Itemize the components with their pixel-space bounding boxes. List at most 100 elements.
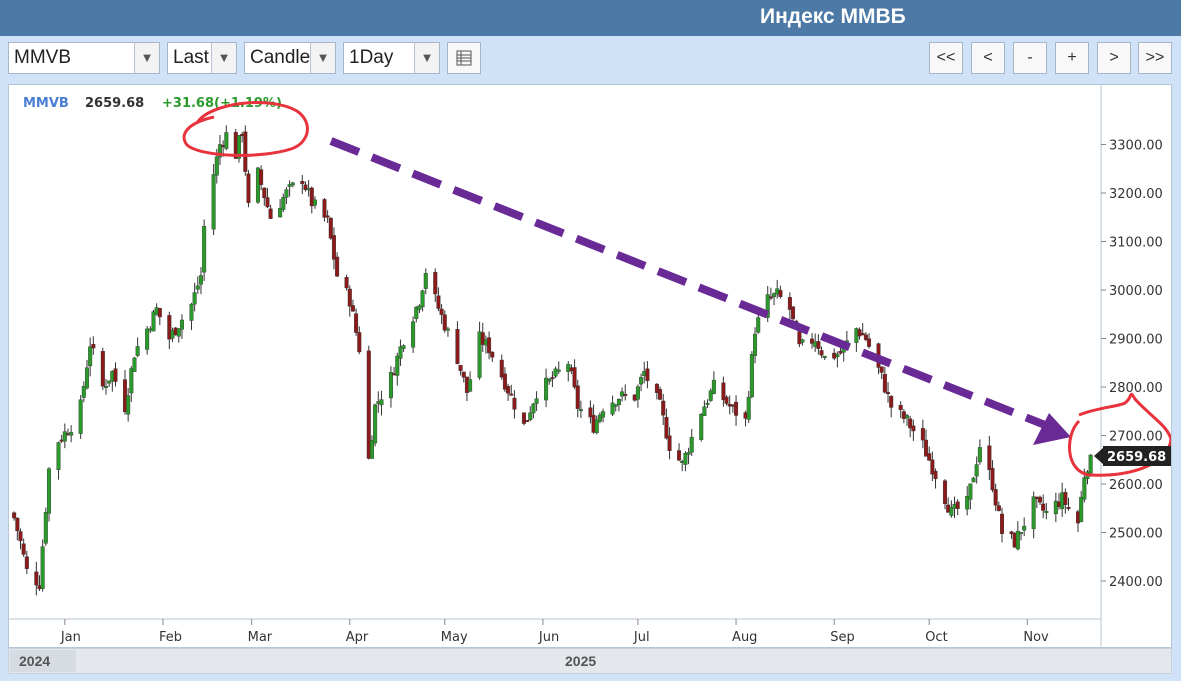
candle-body xyxy=(943,480,948,505)
candle-body xyxy=(468,379,473,392)
candle-body xyxy=(312,199,317,206)
candle-body xyxy=(699,414,704,440)
symbol-select[interactable]: MMVB ▼ xyxy=(8,42,160,74)
candle-body xyxy=(502,373,507,390)
x-tick-label: Jun xyxy=(538,630,559,645)
candle-body xyxy=(996,505,1001,511)
candle-body xyxy=(705,402,710,405)
candle-body xyxy=(145,328,150,350)
candle-body xyxy=(43,512,48,544)
candlestick-chart[interactable]: 2400.00 2500.00 2600.00 2700.00 2800.00 2900.… xyxy=(9,85,1173,647)
candle-body xyxy=(506,386,511,394)
candle-body xyxy=(575,385,580,409)
candle-body xyxy=(81,386,86,398)
candle-body xyxy=(214,156,219,176)
candle-body xyxy=(439,308,444,315)
chevron-down-icon: ▼ xyxy=(414,43,439,73)
candle-body xyxy=(354,313,359,333)
candle-body xyxy=(971,477,976,483)
scroll-back-button[interactable]: < xyxy=(971,42,1005,74)
candle-body xyxy=(366,350,371,459)
scroll-forward-button[interactable]: > xyxy=(1097,42,1131,74)
candle-body xyxy=(455,328,460,364)
candle-body xyxy=(268,208,273,219)
zoom-in-button[interactable]: + xyxy=(1055,42,1089,74)
chevron-down-icon: ▼ xyxy=(134,43,159,73)
candle-body xyxy=(442,314,447,331)
date-bar: 2024 2025 xyxy=(8,648,1172,674)
candle-body xyxy=(369,440,374,459)
candle-body xyxy=(287,184,292,187)
candle-body xyxy=(597,414,602,422)
candle-body xyxy=(860,333,865,336)
scroll-first-button[interactable]: << xyxy=(929,42,963,74)
candle-body xyxy=(1079,496,1084,522)
candle-body xyxy=(255,167,260,203)
candle-body xyxy=(654,383,659,393)
candle-body xyxy=(281,197,286,210)
candle-body xyxy=(889,395,894,408)
candle-body xyxy=(528,412,533,421)
candle-body xyxy=(40,546,45,589)
candle-body xyxy=(661,400,666,416)
candle-body xyxy=(499,359,504,378)
candle-body xyxy=(920,428,925,441)
x-tick-label: May xyxy=(441,630,468,645)
candle-body xyxy=(955,501,960,509)
y-tick-label: 2800.00 xyxy=(1109,381,1163,396)
candle-body xyxy=(176,328,181,337)
candle-body xyxy=(347,288,352,307)
candle-body xyxy=(1066,507,1071,509)
candle-body xyxy=(417,305,422,310)
candle-body xyxy=(309,187,314,207)
candle-body xyxy=(126,395,131,415)
candle-body xyxy=(487,337,492,354)
candle-body xyxy=(290,182,295,186)
candle-body xyxy=(930,459,935,475)
chevron-down-icon: ▼ xyxy=(310,43,335,73)
candle-body xyxy=(898,405,903,410)
x-tick-label: Aug xyxy=(732,630,757,645)
candle-body xyxy=(398,346,403,359)
zoom-out-button[interactable]: - xyxy=(1013,42,1047,74)
candle-body xyxy=(977,447,982,463)
candle-body xyxy=(325,215,330,218)
year-box xyxy=(10,650,76,672)
candle-body xyxy=(746,396,751,420)
candle-body xyxy=(968,483,973,500)
candle-body xyxy=(211,174,216,230)
candle-body xyxy=(1022,525,1027,531)
candle-body xyxy=(135,346,140,356)
x-tick-label: Oct xyxy=(925,630,947,645)
candle-body xyxy=(1082,477,1087,500)
scroll-last-button[interactable]: >> xyxy=(1138,42,1172,74)
candle-body xyxy=(262,187,267,199)
candle-body xyxy=(12,512,17,519)
table-view-button[interactable] xyxy=(447,42,481,74)
page-title: Индекс ММВБ xyxy=(760,5,906,28)
candle-body xyxy=(357,332,362,353)
candle-body xyxy=(458,364,463,371)
chart-style-select[interactable]: Candle ▼ xyxy=(244,42,336,74)
candle-body xyxy=(711,379,716,394)
interval-select[interactable]: 1Day ▼ xyxy=(343,42,440,74)
candle-body xyxy=(639,377,644,385)
candle-body xyxy=(202,226,207,273)
candle-body xyxy=(924,439,929,457)
price-type-select[interactable]: Last ▼ xyxy=(167,42,237,74)
candle-body xyxy=(69,432,74,436)
candle-body xyxy=(686,452,691,455)
candle-body xyxy=(863,334,868,340)
candle-body xyxy=(284,189,289,198)
candle-body xyxy=(645,368,650,381)
x-tick-label: Sep xyxy=(830,630,855,645)
chart-area[interactable]: 2400.00 2500.00 2600.00 2700.00 2800.00 2900.… xyxy=(8,84,1173,648)
price-tag-value: 2659.68 xyxy=(1107,450,1166,465)
candle-body xyxy=(965,496,970,510)
candle-body xyxy=(1000,513,1005,534)
candle-body xyxy=(91,344,96,349)
candle-body xyxy=(993,489,998,506)
candle-body xyxy=(335,256,340,277)
x-tick-label: Jan xyxy=(60,630,81,645)
candle-body xyxy=(344,277,349,289)
